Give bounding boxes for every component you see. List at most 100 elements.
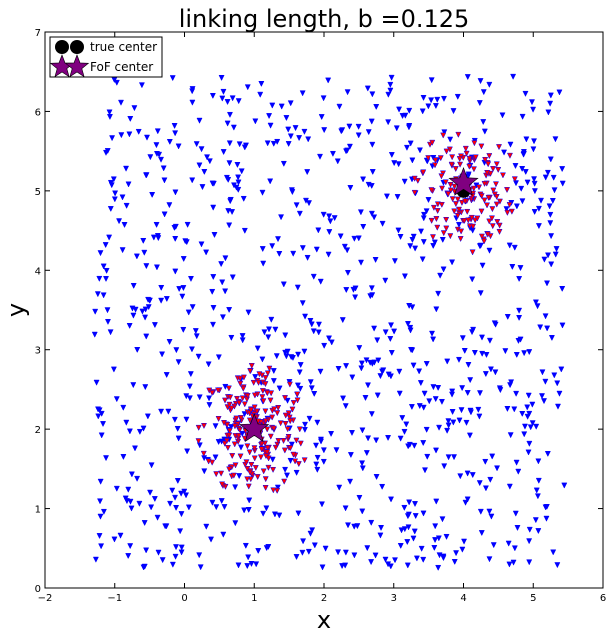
data-point xyxy=(135,128,142,135)
data-point xyxy=(155,235,162,242)
data-point xyxy=(541,398,548,405)
data-point xyxy=(271,511,278,518)
data-point xyxy=(461,217,468,224)
data-point xyxy=(435,385,442,392)
data-point xyxy=(172,236,179,243)
data-point xyxy=(197,564,204,571)
data-point xyxy=(186,383,193,390)
data-point xyxy=(126,428,133,435)
data-point xyxy=(476,480,483,487)
data-point xyxy=(255,379,262,386)
data-point xyxy=(240,374,247,381)
data-point xyxy=(465,362,472,369)
data-point xyxy=(511,406,518,413)
data-point xyxy=(369,141,376,148)
data-point xyxy=(295,351,302,358)
data-point xyxy=(236,426,243,434)
data-point xyxy=(368,285,375,292)
data-point xyxy=(130,312,137,319)
data-point xyxy=(411,528,418,535)
data-point xyxy=(222,255,229,262)
data-point xyxy=(228,424,235,431)
data-point xyxy=(229,95,236,102)
data-point xyxy=(531,180,538,187)
data-point xyxy=(410,233,417,240)
data-point xyxy=(515,468,522,475)
data-point xyxy=(430,243,437,250)
data-point xyxy=(431,239,438,246)
data-point xyxy=(544,451,551,458)
data-point xyxy=(358,259,365,266)
data-point xyxy=(241,144,248,151)
data-point xyxy=(372,552,379,559)
data-point xyxy=(110,176,117,183)
data-point xyxy=(478,334,486,341)
data-point xyxy=(407,327,414,334)
data-point xyxy=(335,549,342,556)
data-point xyxy=(151,322,158,329)
data-point xyxy=(208,536,215,543)
data-point xyxy=(345,522,352,529)
data-point xyxy=(231,441,238,448)
data-point xyxy=(184,448,191,455)
data-point xyxy=(513,390,520,397)
data-point xyxy=(104,307,111,314)
data-point xyxy=(526,538,533,545)
data-point xyxy=(476,390,483,397)
data-point xyxy=(296,135,303,142)
data-point xyxy=(511,545,518,552)
data-point xyxy=(490,187,497,194)
data-point xyxy=(479,350,486,357)
data-point xyxy=(547,92,554,99)
data-point xyxy=(359,508,366,515)
data-point xyxy=(160,165,167,172)
data-point xyxy=(183,416,190,423)
data-point xyxy=(266,113,273,120)
data-point xyxy=(198,241,205,248)
data-point xyxy=(320,211,327,218)
data-point xyxy=(464,496,471,503)
data-point xyxy=(420,440,427,447)
data-point xyxy=(522,90,529,97)
data-point xyxy=(535,205,542,212)
data-point xyxy=(163,372,170,379)
data-point xyxy=(305,136,312,143)
data-point xyxy=(262,453,269,460)
data-point xyxy=(484,231,491,238)
data-point xyxy=(321,127,328,134)
data-point xyxy=(373,104,380,111)
data-point xyxy=(251,455,258,462)
data-point xyxy=(259,394,266,401)
data-point xyxy=(143,333,150,340)
data-point xyxy=(504,406,511,413)
data-point xyxy=(259,246,266,253)
data-point xyxy=(260,510,267,517)
data-point xyxy=(184,221,191,228)
x-axis: −2 −1 0 1 2 3 4 5 6 xyxy=(38,32,606,604)
data-point xyxy=(513,203,520,210)
data-point xyxy=(245,507,252,514)
data-point xyxy=(296,210,303,217)
data-point xyxy=(454,213,461,220)
data-point xyxy=(245,554,252,561)
data-point xyxy=(472,154,479,161)
data-point xyxy=(329,150,336,157)
data-point xyxy=(219,314,226,321)
data-point xyxy=(260,260,267,267)
data-point xyxy=(409,237,416,244)
data-point xyxy=(258,81,265,88)
data-point xyxy=(270,466,277,473)
data-point xyxy=(211,232,218,239)
data-point xyxy=(174,478,181,485)
data-point xyxy=(401,178,408,185)
data-point xyxy=(525,392,532,399)
data-point xyxy=(444,358,451,365)
data-point xyxy=(201,468,208,475)
data-point xyxy=(98,543,105,550)
data-point xyxy=(515,337,522,344)
data-point xyxy=(97,513,104,520)
data-point xyxy=(451,559,458,566)
data-point xyxy=(196,394,203,401)
data-point xyxy=(247,407,254,414)
data-point xyxy=(226,222,233,229)
